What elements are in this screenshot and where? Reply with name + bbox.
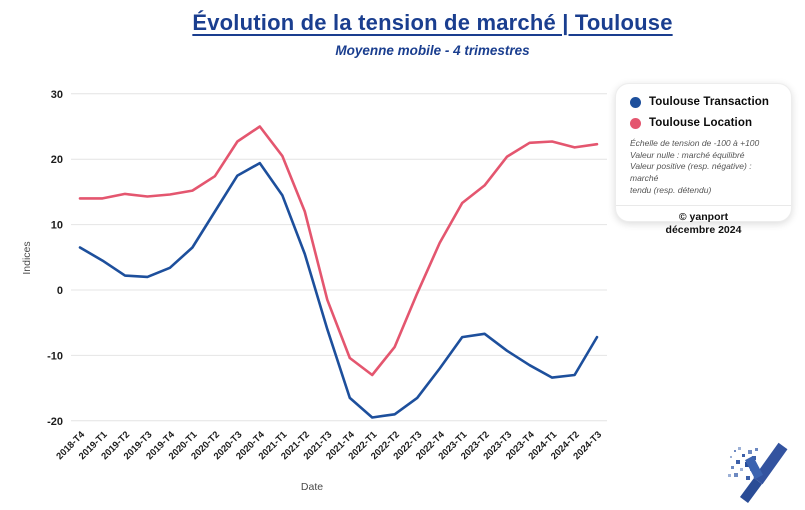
credit-date: décembre 2024 xyxy=(665,223,742,236)
credit-publisher: © yanport xyxy=(678,210,729,223)
legend-card: Toulouse Transaction Toulouse Location É… xyxy=(615,83,792,236)
y-tick-label: -10 xyxy=(47,350,63,362)
y-tick-label: 0 xyxy=(57,285,63,297)
chart-title: Évolution de la tension de marché | Toul… xyxy=(192,10,673,35)
y-tick-label: -20 xyxy=(47,416,63,428)
y-axis-title: Indices xyxy=(21,241,33,274)
y-tick-label: 30 xyxy=(51,89,63,101)
legend-item-transaction-label: Toulouse Transaction xyxy=(649,96,769,108)
location-series-dot-icon xyxy=(630,117,641,129)
series-line-toulouse-transaction xyxy=(78,161,599,419)
credit-block: © yanport décembre 2024 xyxy=(630,206,777,237)
series-line-toulouse-location xyxy=(78,125,599,377)
legend-note: Échelle de tension de -100 à +100 Valeur… xyxy=(630,138,760,195)
chart-header: Évolution de la tension de marché | Toul… xyxy=(30,10,805,58)
yanport-logo-icon xyxy=(728,442,788,503)
x-axis-title: Date xyxy=(301,481,323,493)
transaction-series-dot-icon xyxy=(630,96,641,108)
legend-item-transaction: Toulouse Transaction xyxy=(630,96,777,108)
legend-divider xyxy=(616,204,791,206)
y-tick-label: 20 xyxy=(51,154,63,166)
y-tick-label: 10 xyxy=(51,220,63,232)
chart-subtitle: Moyenne mobile - 4 trimestres xyxy=(335,43,530,58)
legend-item-location: Toulouse Location xyxy=(630,117,777,129)
legend-item-location-label: Toulouse Location xyxy=(649,117,753,129)
